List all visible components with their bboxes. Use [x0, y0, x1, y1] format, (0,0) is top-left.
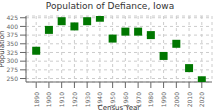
html-text:Population of Defiance, Iowa: Population of Defiance, Iowa	[45, 1, 175, 11]
svg-text:350: 350	[7, 40, 19, 47]
svg-text:325: 325	[7, 49, 19, 56]
svg-text:1940: 1940	[96, 92, 104, 108]
svg-text:1920: 1920	[71, 92, 78, 107]
svg-text:1910: 1910	[58, 92, 65, 107]
svg-text:425: 425	[7, 14, 19, 21]
svg-text:250: 250	[7, 75, 19, 82]
svg-text:1900: 1900	[45, 92, 52, 107]
svg-text:Population: Population	[0, 31, 6, 68]
svg-text:2000: 2000	[173, 92, 180, 107]
svg-text:375: 375	[7, 31, 19, 38]
svg-text:275: 275	[7, 66, 19, 73]
svg-text:2010: 2010	[186, 92, 193, 107]
svg-text:1930: 1930	[84, 92, 91, 107]
svg-text:1970: 1970	[134, 92, 142, 108]
svg-text:Census Year: Census Year	[98, 104, 141, 110]
svg-text:1890: 1890	[33, 92, 40, 107]
svg-text:1980: 1980	[147, 92, 154, 107]
svg-text:2020: 2020	[198, 92, 205, 107]
svg-text:1990: 1990	[160, 92, 167, 107]
svg-text:300: 300	[7, 57, 19, 64]
svg-text:1960: 1960	[121, 92, 129, 108]
svg-text:400: 400	[7, 23, 19, 30]
svg-text:1950: 1950	[109, 92, 117, 108]
